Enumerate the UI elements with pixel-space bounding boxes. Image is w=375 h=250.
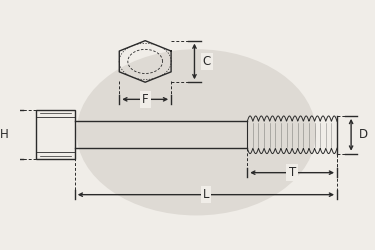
Text: D: D <box>359 128 368 141</box>
Text: L: L <box>202 188 209 201</box>
Text: T: T <box>288 166 296 179</box>
Bar <box>36 110 75 159</box>
Text: H: H <box>0 128 9 141</box>
Text: C: C <box>202 55 211 68</box>
Circle shape <box>76 49 316 216</box>
Text: F: F <box>142 93 148 106</box>
